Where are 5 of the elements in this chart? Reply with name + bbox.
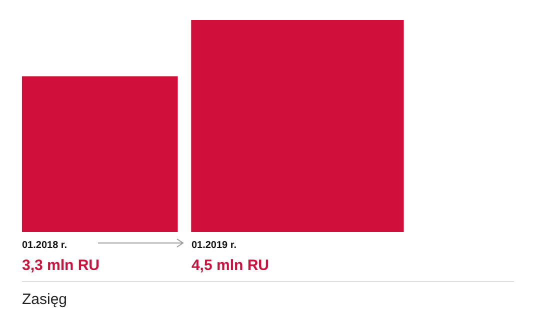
x-tick-label: 01.2018 r.: [22, 240, 68, 251]
data-label: 4,5 mln RU: [191, 257, 269, 274]
x-tick-label: 01.2019 r.: [191, 240, 237, 251]
text: Zasięg: [22, 291, 68, 308]
data-label: 3,3 mln RU: [22, 257, 100, 274]
